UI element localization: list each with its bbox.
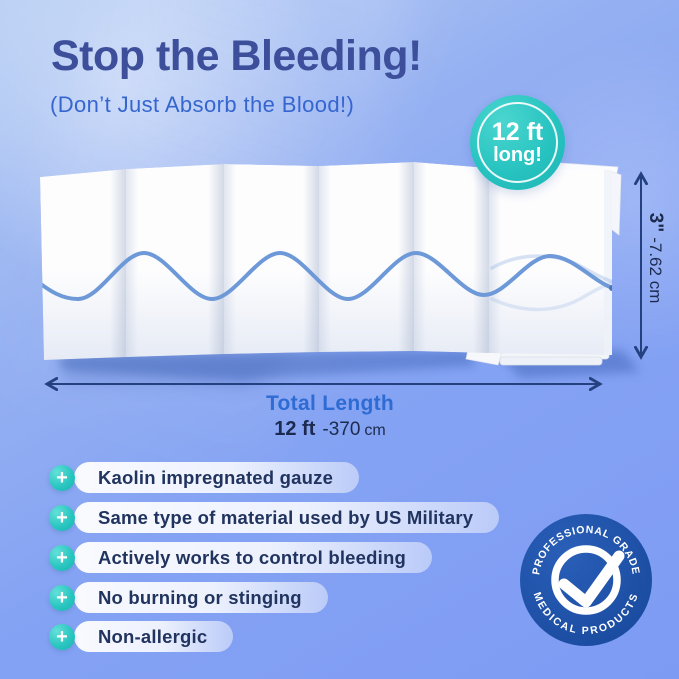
- length-cm-unit: cm: [364, 422, 386, 439]
- page-subtitle: (Don’t Just Absorb the Blood!): [50, 92, 355, 117]
- badge-line2: long!: [493, 144, 542, 167]
- plus-icon: +: [49, 584, 75, 611]
- feature-row: + No burning or stinging: [49, 582, 328, 613]
- check-icon: [558, 550, 625, 608]
- seal-check-ring: [551, 545, 621, 615]
- plus-icon: +: [49, 464, 75, 491]
- feature-label: Actively works to control bleeding: [74, 542, 432, 573]
- feature-label: No burning or stinging: [74, 582, 328, 613]
- feature-label: Non-allergic: [74, 621, 234, 652]
- length-centimeters: -370: [322, 419, 361, 440]
- seal-disc: [520, 514, 652, 646]
- feature-label: Same type of material used by US Militar…: [74, 502, 500, 533]
- total-length-title: Total Length: [265, 392, 395, 415]
- page-title: Stop the Bleeding!: [51, 32, 422, 80]
- feature-row: + Actively works to control bleeding: [49, 542, 432, 573]
- professional-grade-seal: PROFESSIONAL GRADE MEDICAL PRODUCTS: [520, 514, 652, 646]
- plus-icon: +: [49, 623, 75, 650]
- length-feet: 12 ft: [274, 418, 316, 440]
- badge-line1: 12 ft: [491, 117, 544, 146]
- feature-row: + Non-allergic: [49, 621, 234, 652]
- feature-label: Kaolin impregnated gauze: [74, 462, 360, 493]
- badge-text: 12 ft long!: [491, 117, 544, 167]
- total-length-label-block: Total Length 12 ft -370 cm: [266, 392, 394, 441]
- feature-row: + Same type of material used by US Milit…: [49, 502, 500, 533]
- feature-row: + Kaolin impregnated gauze: [49, 462, 360, 493]
- plus-icon: +: [49, 544, 75, 571]
- plus-icon: +: [49, 504, 75, 531]
- length-badge: 12 ft long!: [470, 95, 565, 190]
- total-length-value: 12 ft -370 cm: [266, 418, 394, 441]
